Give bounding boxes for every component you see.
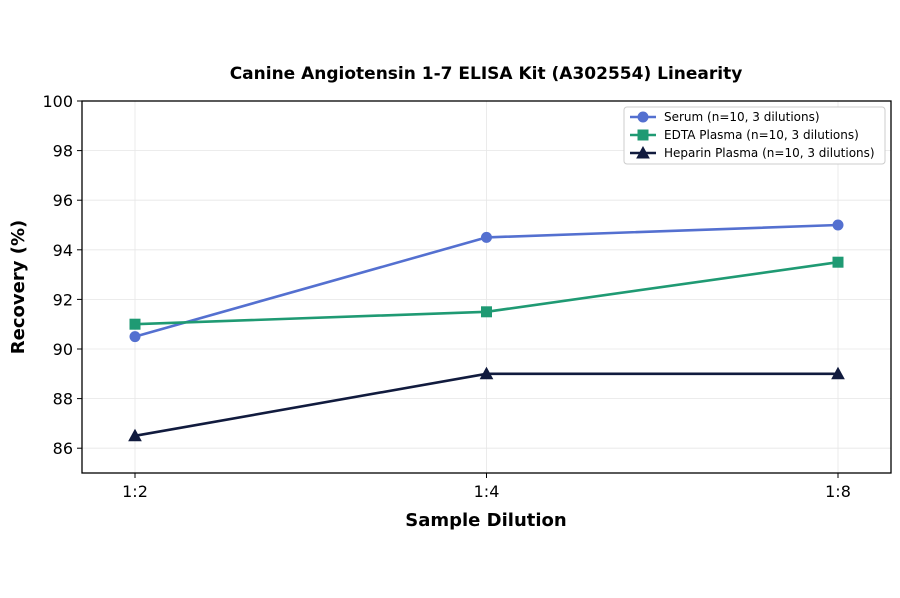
legend-entry: Heparin Plasma (n=10, 3 dilutions) [630,145,875,160]
x-axis-label: Sample Dilution [405,510,566,531]
data-point [832,256,844,268]
data-point [481,306,492,318]
series-3 [128,366,845,442]
y-tick-label: 92 [53,290,73,309]
data-point [832,219,844,231]
data-point [129,318,141,330]
y-tick-label: 94 [53,241,73,260]
data-point [128,428,142,442]
legend-items: Serum (n=10, 3 dilutions) EDTA Plasma (n=… [630,110,875,160]
y-tick-label: 90 [53,340,73,359]
data-point [481,231,492,243]
legend-marker [636,145,650,159]
y-tick-label: 96 [53,191,73,210]
legend: Serum (n=10, 3 dilutions) EDTA Plasma (n=… [623,106,886,165]
y-tick-label: 98 [53,142,73,161]
legend-label: Serum (n=10, 3 dilutions) [664,110,820,124]
axes: 86 88 90 92 94 96 98 100 1:2 1:4 1:8 [42,92,850,501]
y-axis-label: Recovery (%) [8,220,29,354]
data-point [129,331,141,343]
legend-entry: Serum (n=10, 3 dilutions) [630,110,820,124]
legend-box [623,106,886,165]
legend-marker [637,129,649,141]
series-2 [129,256,844,330]
x-tick-label: 1:2 [122,482,148,501]
chart-title: Canine Angiotensin 1-7 ELISA Kit (A30255… [230,64,743,84]
legend-label: Heparin Plasma (n=10, 3 dilutions) [664,146,875,160]
y-tick-label: 100 [42,92,73,111]
x-tick-label: 1:4 [474,482,500,501]
data-point [831,366,845,380]
series-1 [129,219,844,343]
data-point [479,366,494,380]
legend-marker [637,111,649,123]
y-tick-label: 88 [53,390,73,409]
legend-label: EDTA Plasma (n=10, 3 dilutions) [664,128,859,142]
y-tick-label: 86 [53,439,73,458]
series-layer [128,219,845,442]
legend-entry: EDTA Plasma (n=10, 3 dilutions) [630,128,859,142]
x-tick-label: 1:8 [825,482,851,501]
